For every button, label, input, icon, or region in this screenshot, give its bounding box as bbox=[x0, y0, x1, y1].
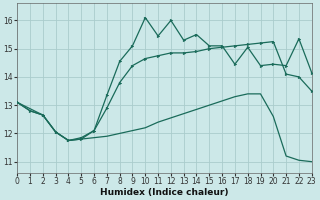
X-axis label: Humidex (Indice chaleur): Humidex (Indice chaleur) bbox=[100, 188, 229, 197]
